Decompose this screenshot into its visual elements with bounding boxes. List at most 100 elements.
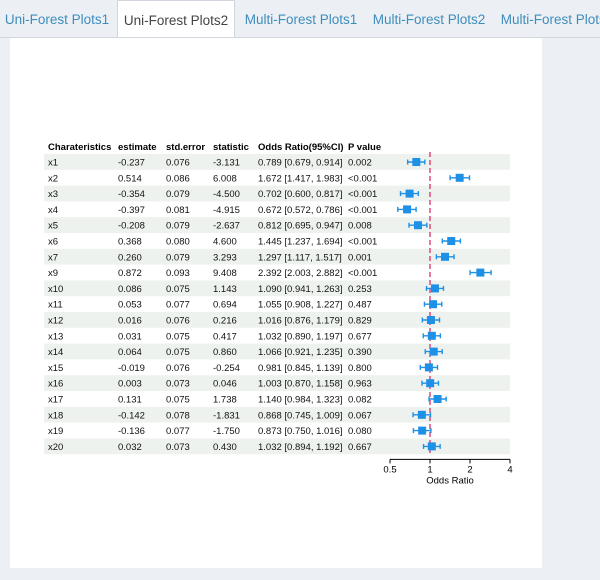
column-header: Odds Ratio(95%CI) <box>258 142 344 153</box>
row-stripe <box>44 438 510 455</box>
table-cell: -1.750 <box>213 426 240 437</box>
or-point <box>417 410 426 419</box>
table-cell: 0.001 <box>348 252 372 263</box>
table-cell: 0.081 <box>166 205 190 216</box>
table-cell: 1.672 [1.417, 1.983] <box>258 173 343 184</box>
table-cell: -1.831 <box>213 410 240 421</box>
tab-multi-forest-plots2[interactable]: Multi-Forest Plots2 <box>372 12 486 27</box>
table-cell: -2.637 <box>213 221 240 232</box>
row-stripe <box>44 248 510 265</box>
table-cell: 1.055 [0.908, 1.227] <box>258 300 343 311</box>
x-tick-label: 0.5 <box>383 464 396 475</box>
tab-multi-forest-plots3[interactable]: Multi-Forest Plots3 <box>500 12 600 27</box>
table-cell: -0.136 <box>118 426 145 437</box>
table-cell: 0.860 <box>213 347 237 358</box>
tab-multi-forest-plots1[interactable]: Multi-Forest Plots1 <box>244 12 358 27</box>
table-cell: 0.046 <box>213 379 237 390</box>
row-stripe <box>44 154 510 170</box>
table-cell: 1.738 <box>213 395 237 406</box>
column-header: statistic <box>213 142 249 153</box>
table-cell: 0.812 [0.695, 0.947] <box>258 221 343 232</box>
table-cell: 0.053 <box>118 300 142 311</box>
table-cell: 0.981 [0.845, 1.139] <box>258 363 343 374</box>
tab-uni-forest-plots2[interactable]: Uni-Forest Plots2 <box>117 0 235 37</box>
table-cell: x3 <box>48 189 58 200</box>
or-point <box>476 268 485 277</box>
table-cell: 0.003 <box>118 379 142 390</box>
table-cell: 1.143 <box>213 284 237 295</box>
or-point <box>412 158 421 166</box>
table-cell: <0.001 <box>348 189 377 200</box>
table-body: x1 -0.237 0.076 -3.131 0.789 [0.679, 0.914] 0… <box>48 158 377 453</box>
table-cell: 0.390 <box>348 347 372 358</box>
table-cell: x10 <box>48 284 63 295</box>
row-stripe <box>44 217 510 233</box>
table-cell: 0.868 [0.745, 1.009] <box>258 410 343 421</box>
table-cell: 0.002 <box>348 158 372 169</box>
table-cell: -0.237 <box>118 158 145 169</box>
row-stripe <box>44 343 510 360</box>
or-point <box>429 300 438 309</box>
or-point <box>427 442 436 451</box>
table-cell: 3.293 <box>213 252 237 263</box>
table-header: Charateristics estimate std.error statistic… <box>48 142 381 153</box>
table-cell: x14 <box>48 347 63 358</box>
table-cell: x1 <box>48 158 58 169</box>
table-cell: 1.297 [1.117, 1.517] <box>258 252 342 263</box>
table-cell: 0.073 <box>166 379 190 390</box>
table-cell: 0.079 <box>166 221 190 232</box>
table-cell: -4.915 <box>213 205 240 216</box>
or-point <box>427 331 436 340</box>
or-point <box>405 189 414 198</box>
table-cell: -0.254 <box>213 363 240 374</box>
or-point <box>426 316 435 324</box>
table-cell: 0.417 <box>213 331 237 342</box>
table-cell: 0.514 <box>118 173 142 184</box>
or-point <box>433 395 442 403</box>
table-cell: 1.032 [0.890, 1.197] <box>258 331 343 342</box>
table-cell: 0.078 <box>166 410 190 421</box>
table-cell: 0.077 <box>166 426 190 437</box>
table-cell: 0.368 <box>118 237 142 248</box>
table-cell: 0.829 <box>348 316 372 327</box>
forest-plot-area <box>397 152 492 455</box>
table-cell: x7 <box>48 252 58 263</box>
or-point <box>403 205 412 214</box>
table-cell: 0.677 <box>348 331 372 342</box>
table-cell: <0.001 <box>348 268 377 279</box>
or-point <box>418 426 427 435</box>
table-cell: 0.077 <box>166 300 190 311</box>
or-point <box>424 363 433 372</box>
tab-uni-forest-plots1[interactable]: Uni-Forest Plots1 <box>4 12 110 27</box>
column-header: P value <box>348 142 381 153</box>
table-cell: 1.140 [0.984, 1.323] <box>258 395 343 406</box>
table-cell: x5 <box>48 221 58 232</box>
table-cell: 0.080 <box>166 237 190 248</box>
table-cell: 1.032 [0.894, 1.192] <box>258 442 343 453</box>
row-stripe <box>44 185 510 202</box>
table-cell: x9 <box>48 268 58 279</box>
table-cell: x6 <box>48 237 58 248</box>
table-cell: 0.031 <box>118 331 142 342</box>
row-stripe <box>44 280 510 297</box>
table-cell: 0.016 <box>118 316 142 327</box>
x-axis: 0.5 1 2 4 Odds Ratio <box>383 458 513 486</box>
table-cell: 2.392 [2.003, 2.882] <box>258 268 343 279</box>
column-header: std.error <box>166 142 205 153</box>
table-cell: -0.208 <box>118 221 145 232</box>
row-stripe <box>44 312 510 328</box>
table-cell: 0.694 <box>213 300 237 311</box>
row-stripes <box>44 154 510 455</box>
table-cell: -0.142 <box>118 410 145 421</box>
table-cell: 0.075 <box>166 331 190 342</box>
table-cell: <0.001 <box>348 237 377 248</box>
table-cell: 0.076 <box>166 158 190 169</box>
table-cell: 0.260 <box>118 252 142 263</box>
table-cell: 0.800 <box>348 363 372 374</box>
table-cell: -3.131 <box>213 158 240 169</box>
table-cell: 0.702 [0.600, 0.817] <box>258 189 343 200</box>
table-cell: 0.073 <box>166 442 190 453</box>
or-point <box>455 173 464 182</box>
table-cell: 0.873 [0.750, 1.016] <box>258 426 343 437</box>
table-cell: x19 <box>48 426 63 437</box>
